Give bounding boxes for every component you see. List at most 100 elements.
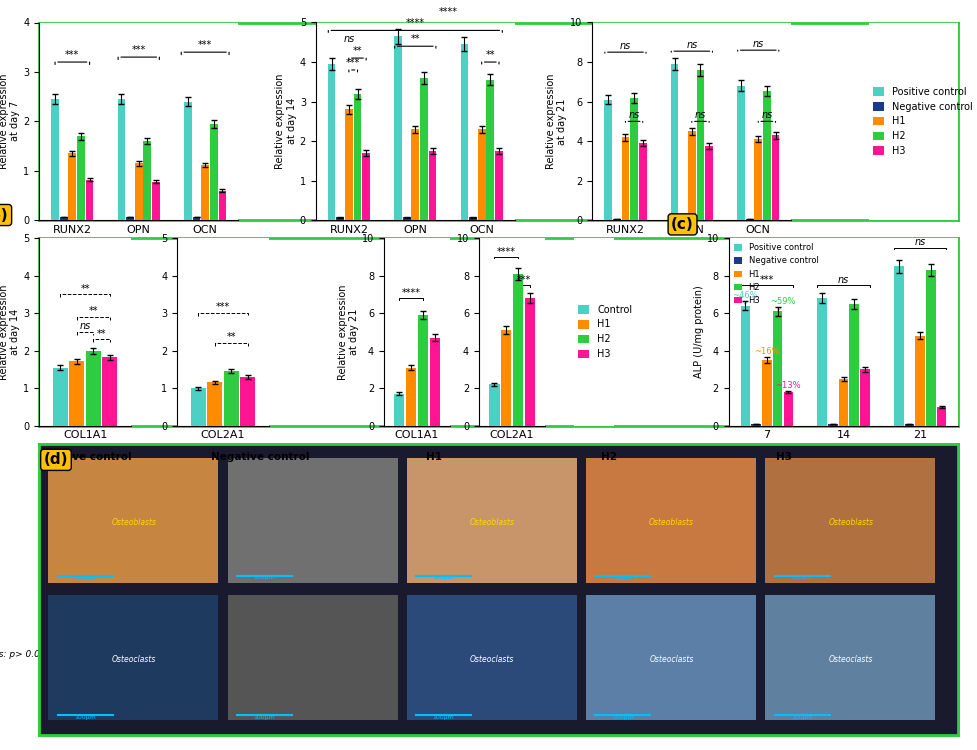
Text: H2: H2 bbox=[601, 452, 616, 462]
Text: **: ** bbox=[89, 306, 98, 316]
Text: ****: **** bbox=[402, 288, 420, 298]
Bar bbox=[750, 424, 760, 425]
Text: ns: ns bbox=[79, 321, 91, 332]
Text: ***: *** bbox=[65, 50, 79, 59]
Text: ***: *** bbox=[216, 302, 230, 313]
Bar bbox=[210, 124, 218, 220]
Bar bbox=[670, 64, 678, 220]
Bar bbox=[192, 217, 200, 220]
Text: ***: *** bbox=[346, 58, 360, 68]
FancyBboxPatch shape bbox=[765, 458, 934, 584]
Bar bbox=[144, 141, 151, 220]
Bar bbox=[737, 86, 744, 220]
Bar bbox=[428, 151, 436, 220]
Bar bbox=[629, 98, 637, 220]
Legend: Positive control, Negative control, H1, H2, H3: Positive control, Negative control, H1, … bbox=[730, 240, 821, 308]
Bar bbox=[69, 362, 84, 425]
Text: Osteoclasts: Osteoclasts bbox=[111, 656, 156, 664]
Bar bbox=[638, 143, 646, 220]
Bar bbox=[828, 424, 836, 425]
Text: ****: **** bbox=[405, 19, 424, 28]
Text: **: ** bbox=[97, 328, 106, 339]
Bar bbox=[604, 100, 612, 220]
Bar bbox=[86, 180, 94, 220]
Bar bbox=[494, 151, 502, 220]
Bar bbox=[817, 298, 827, 425]
Bar bbox=[60, 217, 67, 220]
Text: (d): (d) bbox=[44, 452, 68, 467]
Y-axis label: Relative expression
at day 7: Relative expression at day 7 bbox=[0, 74, 21, 169]
Text: ****: **** bbox=[439, 7, 457, 16]
Text: (c): (c) bbox=[670, 217, 694, 232]
Bar bbox=[354, 94, 361, 220]
Bar bbox=[469, 217, 477, 220]
Text: ***: p< 0.01        ****: p< 0.001: ***: p< 0.01 ****: p< 0.001 bbox=[168, 650, 312, 659]
Bar bbox=[86, 351, 101, 425]
Text: ns: ns bbox=[628, 110, 639, 120]
FancyBboxPatch shape bbox=[48, 458, 218, 584]
Bar bbox=[524, 298, 534, 425]
Text: ns: ns bbox=[343, 34, 354, 44]
Bar bbox=[51, 99, 59, 220]
Text: 100μm: 100μm bbox=[790, 715, 812, 720]
Bar bbox=[745, 219, 752, 220]
Text: Osteoblasts: Osteoblasts bbox=[111, 518, 156, 527]
FancyBboxPatch shape bbox=[585, 596, 755, 721]
Text: 100μm: 100μm bbox=[253, 575, 275, 580]
Text: Osteoblasts: Osteoblasts bbox=[828, 518, 872, 527]
Bar bbox=[687, 131, 695, 220]
Bar bbox=[419, 78, 427, 220]
Y-axis label: Relative expression
at day 14: Relative expression at day 14 bbox=[0, 284, 21, 380]
Text: H3: H3 bbox=[775, 452, 791, 462]
FancyBboxPatch shape bbox=[228, 596, 398, 721]
Bar bbox=[417, 315, 428, 425]
Text: 100μm: 100μm bbox=[790, 575, 812, 580]
Bar bbox=[336, 217, 344, 220]
FancyBboxPatch shape bbox=[48, 596, 218, 721]
Text: ***: *** bbox=[516, 274, 531, 285]
FancyBboxPatch shape bbox=[228, 458, 398, 584]
Bar bbox=[361, 153, 369, 220]
Bar bbox=[914, 336, 924, 425]
Text: (b): (b) bbox=[0, 208, 9, 223]
Text: ns: ns bbox=[913, 237, 925, 248]
Bar bbox=[904, 424, 913, 425]
Bar bbox=[783, 392, 792, 425]
Text: ~13%: ~13% bbox=[775, 381, 800, 390]
Bar bbox=[838, 379, 847, 425]
Legend: Control, H1, H2, H3: Control, H1, H2, H3 bbox=[573, 301, 636, 363]
Bar bbox=[740, 306, 749, 425]
Text: 100μm: 100μm bbox=[612, 575, 633, 580]
Bar bbox=[500, 330, 511, 425]
Text: **: ** bbox=[486, 50, 494, 60]
Bar bbox=[478, 129, 486, 220]
Bar bbox=[191, 388, 205, 425]
Text: ****: **** bbox=[496, 247, 515, 256]
Legend: Positive control, Negative control, H1, H2, H3: Positive control, Negative control, H1, … bbox=[868, 82, 976, 160]
Bar bbox=[126, 217, 134, 220]
Text: **: ** bbox=[353, 46, 361, 56]
Bar bbox=[184, 101, 191, 220]
Bar bbox=[394, 36, 402, 220]
Y-axis label: Relative expression
at day 14: Relative expression at day 14 bbox=[276, 74, 297, 169]
Bar bbox=[224, 371, 238, 425]
Bar bbox=[859, 370, 869, 425]
Bar bbox=[403, 217, 410, 220]
Bar bbox=[679, 219, 687, 220]
Text: **: ** bbox=[410, 34, 419, 44]
Bar bbox=[394, 394, 404, 425]
Bar bbox=[512, 274, 523, 425]
Bar bbox=[771, 135, 779, 220]
Bar bbox=[772, 311, 782, 425]
Bar bbox=[893, 266, 903, 425]
Bar bbox=[77, 136, 85, 220]
Text: ns: ns bbox=[752, 39, 763, 50]
Text: ns: ns bbox=[760, 110, 772, 120]
Text: ***: *** bbox=[132, 45, 146, 55]
Text: ns: ns bbox=[686, 40, 697, 50]
Bar bbox=[345, 110, 353, 220]
Text: Negative control: Negative control bbox=[210, 452, 309, 462]
Text: 100μm: 100μm bbox=[253, 715, 275, 720]
Bar bbox=[207, 382, 222, 425]
Text: 100μm: 100μm bbox=[74, 715, 96, 720]
